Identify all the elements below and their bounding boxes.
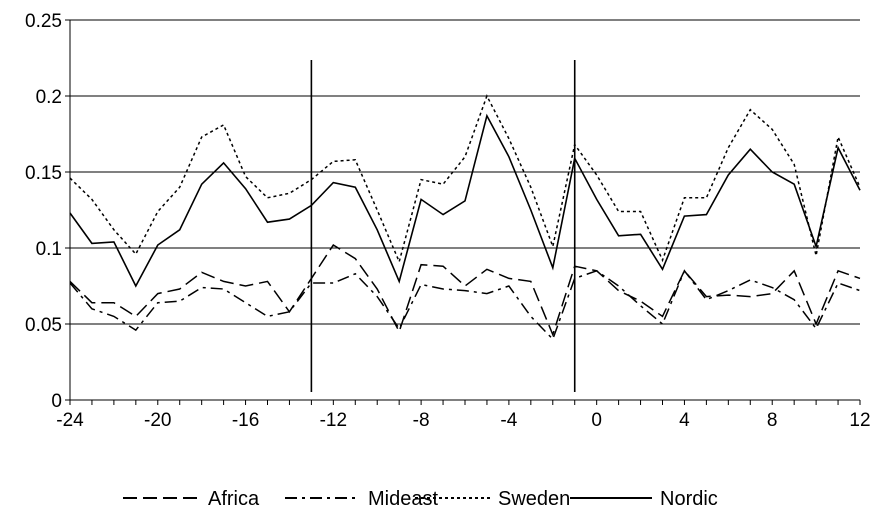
- axes: [65, 19, 861, 405]
- legend-label-africa: Africa: [208, 488, 260, 510]
- y-tick-labels: 0 0.05 0.1 0.15 0.2 0.25: [25, 11, 62, 412]
- x-tick-label: -24: [56, 410, 84, 431]
- series-line-sweden: [69, 94, 861, 264]
- x-tick-label: -8: [413, 410, 430, 431]
- x-tick-labels: -24 -20 -16 -12 -8 -4 0 4 8 12: [56, 410, 870, 431]
- y-tick-label: 0.2: [36, 87, 62, 108]
- x-tick-label: 8: [767, 410, 778, 431]
- x-tick-label: -12: [320, 410, 347, 431]
- series-line-africa: [69, 243, 861, 337]
- event-markers: [310, 60, 576, 392]
- legend: Africa Mideast Sweden Nordic: [123, 488, 718, 510]
- series-line-mideast: [69, 269, 861, 341]
- series-lines: [69, 94, 861, 341]
- legend-label-nordic: Nordic: [660, 488, 718, 510]
- series-line-nordic: [69, 113, 861, 288]
- x-tick-label: -16: [232, 410, 259, 431]
- gridlines: [70, 19, 860, 325]
- x-tick-label: 0: [591, 410, 602, 431]
- legend-label-mideast: Mideast: [368, 488, 438, 510]
- x-tick-label: 12: [849, 410, 870, 431]
- y-tick-label: 0.05: [25, 315, 62, 336]
- y-tick-label: 0: [51, 391, 62, 412]
- x-tick-label: -20: [144, 410, 171, 431]
- y-tick-label: 0.25: [25, 11, 62, 32]
- y-tick-label: 0.15: [25, 163, 62, 184]
- legend-label-sweden: Sweden: [498, 488, 570, 510]
- y-tick-label: 0.1: [36, 239, 62, 260]
- x-tick-label: -4: [500, 410, 517, 431]
- x-tick-label: 4: [679, 410, 690, 431]
